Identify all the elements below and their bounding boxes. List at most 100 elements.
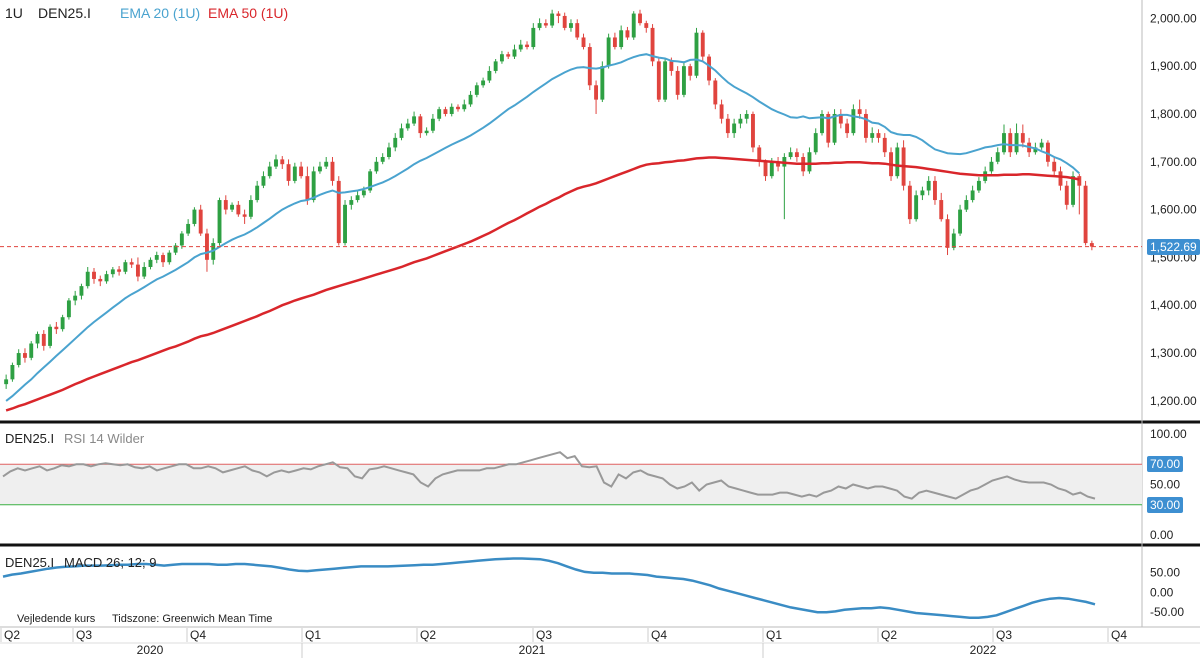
candle-body — [104, 274, 109, 282]
year-label: 2021 — [519, 643, 546, 657]
price-tick-label: 1,400.00 — [1150, 298, 1197, 312]
rsi-band — [0, 464, 1142, 505]
candle-body — [807, 152, 812, 172]
ema20-line — [5, 53, 1080, 402]
candle-body — [286, 164, 291, 181]
candle-body — [123, 262, 128, 272]
candle-body — [299, 166, 304, 177]
candle-body — [857, 109, 862, 114]
macd-symbol-label: DEN25.I — [5, 555, 55, 570]
candle-body — [600, 66, 605, 100]
candle-body — [995, 152, 1000, 162]
quarter-label: Q3 — [996, 628, 1012, 642]
candle-body — [976, 180, 981, 191]
candle-body — [537, 23, 542, 28]
candle-body — [732, 123, 737, 134]
candle-body — [1020, 133, 1025, 143]
candle-body — [870, 133, 875, 138]
quarter-label: Q1 — [766, 628, 782, 642]
candle-body — [85, 271, 90, 287]
timezone-note: Tidszone: Greenwich Mean Time — [112, 613, 273, 625]
last-price-tag: 1,522.69 — [1147, 238, 1200, 255]
candle-body — [311, 171, 316, 201]
timeframe-label[interactable]: 1U — [5, 5, 23, 21]
candle-body — [619, 30, 624, 48]
symbol-label[interactable]: DEN25.I — [38, 5, 91, 21]
candle-body — [681, 66, 686, 95]
macd-line — [2, 557, 1096, 619]
candle-body — [813, 133, 818, 153]
candle-body — [148, 259, 153, 267]
candle-body — [1071, 176, 1075, 205]
candle-body — [644, 23, 649, 28]
candle-body — [725, 118, 730, 134]
candle-body — [73, 295, 78, 301]
candle-body — [920, 190, 925, 196]
candle-body — [1089, 243, 1094, 247]
year-label: 2022 — [970, 643, 997, 657]
candle-body — [826, 113, 831, 143]
candle-body — [512, 49, 517, 57]
candle-body — [98, 278, 103, 282]
candle-body — [173, 245, 178, 253]
candle-body — [625, 30, 630, 38]
candle-body — [851, 109, 856, 134]
candle-body — [757, 147, 762, 162]
candle-body — [41, 333, 46, 346]
macd-indicator-label[interactable]: MACD 26; 12; 9 — [64, 555, 157, 570]
candle-body — [794, 152, 799, 158]
candle-body — [393, 137, 398, 148]
price-tick-label: 1,200.00 — [1150, 394, 1197, 408]
candle-body — [631, 13, 636, 38]
price-tick-label: 1,900.00 — [1150, 59, 1197, 73]
candle-body — [788, 152, 793, 158]
candle-body — [336, 180, 341, 244]
candle-body — [54, 326, 59, 330]
candle-body — [29, 343, 34, 358]
candle-body — [914, 195, 919, 220]
candle-body — [581, 37, 586, 48]
candle-body — [292, 166, 297, 181]
candle-body — [248, 200, 253, 217]
candle-body — [1058, 171, 1063, 186]
candle-body — [474, 85, 479, 95]
candle-body — [217, 200, 222, 244]
ema50-line — [5, 156, 1080, 412]
rsi-overbought-tag: 70.00 — [1147, 456, 1184, 473]
candle-body — [776, 161, 781, 167]
candle-body — [525, 44, 529, 48]
ema20-legend[interactable]: EMA 20 (1U) — [120, 5, 201, 21]
quarter-label: Q3 — [536, 628, 552, 642]
candle-body — [79, 286, 84, 296]
candle-body — [1083, 185, 1088, 244]
price-tick-label: 1,300.00 — [1150, 346, 1197, 360]
candle-body — [487, 70, 492, 81]
candle-body — [317, 166, 322, 172]
candle-body — [380, 157, 385, 162]
candle-body — [368, 171, 373, 191]
candle-body — [531, 27, 536, 48]
rsi-indicator-label[interactable]: RSI 14 Wilder — [64, 431, 145, 446]
candle-body — [575, 23, 580, 38]
candle-body — [399, 128, 404, 138]
candle-body — [562, 15, 567, 28]
macd-tick-label: 0.00 — [1150, 585, 1174, 599]
candle-body — [688, 66, 693, 76]
candle-body — [430, 118, 435, 131]
candle-body — [280, 159, 285, 165]
candle-body — [179, 233, 184, 246]
candle-body — [713, 80, 718, 105]
candle-body — [343, 204, 347, 244]
ema50-legend[interactable]: EMA 50 (1U) — [208, 5, 289, 21]
year-label: 2020 — [137, 643, 164, 657]
candle-body — [1045, 142, 1050, 162]
candle-body — [506, 54, 511, 57]
candle-body — [274, 159, 278, 167]
macd-tick-label: 50.00 — [1150, 566, 1180, 580]
rsi-tick-label: 100.00 — [1150, 427, 1187, 441]
quarter-label: Q4 — [1111, 628, 1127, 642]
candle-body — [933, 180, 937, 201]
candle-body — [437, 109, 442, 119]
candle-body — [769, 161, 774, 177]
